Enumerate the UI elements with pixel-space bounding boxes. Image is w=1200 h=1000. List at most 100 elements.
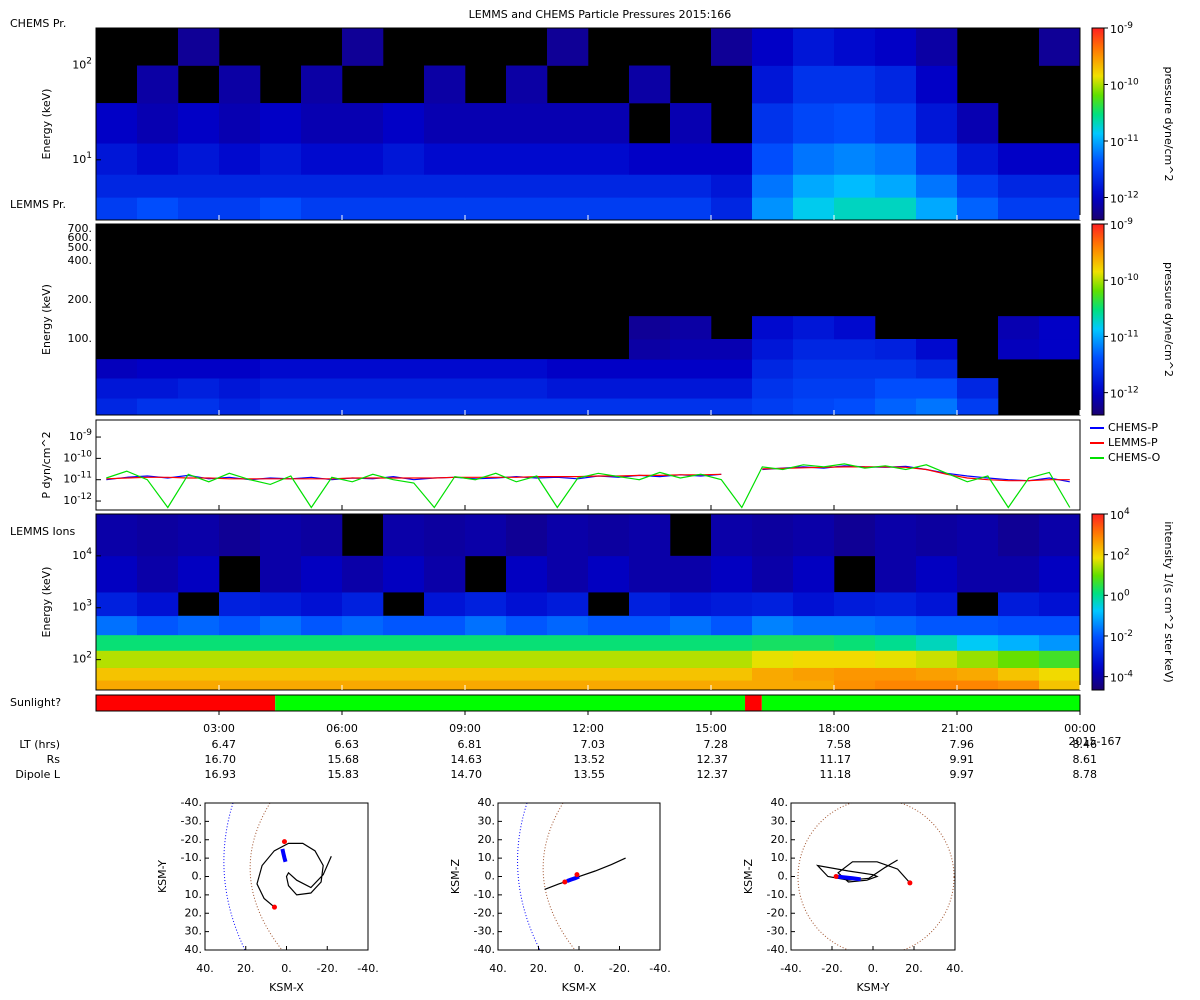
y-axis-label: KSM-Z xyxy=(449,858,462,894)
spectrogram-cell xyxy=(383,634,425,651)
spectrogram-cell xyxy=(260,143,302,175)
colorbar-tick-label-base: 10 xyxy=(1110,219,1124,232)
spectrogram-cell xyxy=(711,555,753,593)
spectrogram-cell xyxy=(219,634,261,651)
spectrogram-cell xyxy=(260,197,302,220)
y-tick-label: 600. xyxy=(68,231,93,244)
spectrogram-cell xyxy=(670,103,712,144)
spectrogram-cell xyxy=(506,667,548,681)
spectrogram-cell xyxy=(588,378,630,399)
x-tick-label: 0. xyxy=(281,962,292,975)
spectrogram-cell xyxy=(260,174,302,198)
spectrogram-cell xyxy=(465,378,507,399)
spectrogram-cell xyxy=(301,143,343,175)
spectrogram-cell xyxy=(506,615,548,636)
y-axis-label: KSM-Z xyxy=(742,858,755,894)
spectrogram-cell xyxy=(342,143,384,175)
spectrogram-cell xyxy=(834,103,876,144)
spectrogram-cell xyxy=(137,103,179,144)
x-tick-label: 00:00 xyxy=(1064,722,1096,735)
spectrogram-cell xyxy=(219,174,261,198)
spectrogram-cell xyxy=(96,359,138,379)
spectrogram-cell xyxy=(629,197,671,220)
spectrogram-cell xyxy=(465,514,507,557)
spectrogram xyxy=(96,28,1080,220)
spectrogram-cell xyxy=(711,592,753,617)
spectrogram-cell xyxy=(506,555,548,593)
spectrogram-cell xyxy=(752,615,794,636)
spectrogram-cell xyxy=(1039,197,1080,220)
spectrogram-cell xyxy=(670,398,712,415)
boundary-arc xyxy=(542,803,576,950)
spectrogram-cell xyxy=(834,398,876,415)
spectrogram-cell xyxy=(588,398,630,415)
x-axis-label: KSM-Y xyxy=(856,981,889,994)
colorbar-tick-label-base: 10 xyxy=(1110,388,1124,401)
x-tick-label: 12:00 xyxy=(572,722,604,735)
spectrogram-cell xyxy=(670,592,712,617)
spectrogram-cell xyxy=(178,634,220,651)
spectrogram-cell xyxy=(793,143,835,175)
spectrogram-cell xyxy=(424,650,466,668)
y-tick-label: 30. xyxy=(478,814,496,827)
spectrogram-cell xyxy=(506,143,548,175)
ephemeris-value: 14.63 xyxy=(451,753,483,766)
spectrogram-cell xyxy=(834,667,876,681)
y-tick-label-base: 10 xyxy=(72,549,86,562)
spectrogram-cell xyxy=(301,197,343,220)
x-tick-label: 40. xyxy=(946,962,964,975)
spectrogram-cell xyxy=(547,650,589,668)
spectrogram-cell xyxy=(506,514,548,557)
y-axis-label: Energy (keV) xyxy=(40,567,53,638)
spectrogram-cell xyxy=(957,398,999,415)
spectrogram-cell xyxy=(424,378,466,399)
spectrogram-cell xyxy=(752,680,794,690)
spectrogram-cell xyxy=(916,667,958,681)
spectrogram-cell xyxy=(875,667,917,681)
spectrogram-cell xyxy=(834,143,876,175)
spectrogram-cell xyxy=(834,378,876,399)
colorbar-tick-label-exponent: -10 xyxy=(1124,77,1139,87)
spectrogram-cell xyxy=(383,555,425,593)
y-tick-label-base: 400. xyxy=(68,254,93,267)
spectrogram-cell xyxy=(752,103,794,144)
colorbar-tick-label-exponent: -12 xyxy=(1124,385,1139,395)
y-tick-label: -10. xyxy=(767,888,788,901)
spectrogram-cell xyxy=(383,680,425,690)
spectrogram-cell xyxy=(793,680,835,690)
colorbar-tick-label-exponent: 4 xyxy=(1124,507,1130,517)
x-tick-label: -20. xyxy=(317,962,338,975)
spectrogram-cell xyxy=(342,650,384,668)
spectrogram-cell xyxy=(219,680,261,690)
y-tick-label-base: 10 xyxy=(69,430,83,443)
trajectory xyxy=(256,842,332,908)
ephemeris-value: 8.61 xyxy=(1073,753,1098,766)
spectrogram-cell xyxy=(629,316,671,340)
spectrogram-cell xyxy=(301,359,343,379)
colorbar-tick-label-exponent: -4 xyxy=(1124,669,1133,679)
ephemeris-value: 6.81 xyxy=(458,738,483,751)
spectrogram-cell xyxy=(342,615,384,636)
spectrogram-cell xyxy=(875,514,917,557)
spectrogram-cell xyxy=(547,555,589,593)
y-tick-label: 200. xyxy=(68,293,93,306)
spectrogram-cell xyxy=(957,197,999,220)
line-plot xyxy=(106,463,1071,509)
spectrogram-cell xyxy=(383,398,425,415)
x-tick-label: 20. xyxy=(905,962,923,975)
colorbar-tick-label-exponent: -12 xyxy=(1124,190,1139,200)
spectrogram-cell xyxy=(260,398,302,415)
colorbar-tick-label: 102 xyxy=(1110,547,1130,563)
series-line xyxy=(106,463,1071,509)
spectrogram-cell xyxy=(957,667,999,681)
spectrogram-cell xyxy=(629,514,671,557)
spectrogram-cell xyxy=(1039,174,1080,198)
spectrogram-cell xyxy=(793,316,835,340)
spectrogram-cell xyxy=(711,174,753,198)
spectrogram-cell xyxy=(711,634,753,651)
spectrogram-cell xyxy=(342,197,384,220)
spectrogram-cell xyxy=(465,143,507,175)
y-tick-label: 40. xyxy=(771,796,789,809)
spectrogram-cell xyxy=(342,103,384,144)
